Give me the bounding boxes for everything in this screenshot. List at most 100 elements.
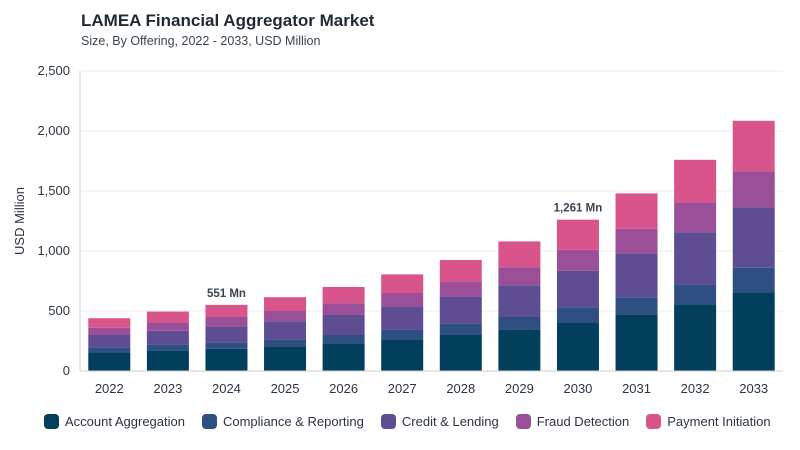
x-tick-label: 2026 [329, 381, 358, 396]
y-tick-label: 0 [63, 363, 70, 378]
bar-segment [674, 304, 717, 371]
bar-segment [205, 348, 248, 371]
bar-segment [381, 293, 424, 307]
bar-segment [146, 330, 189, 345]
x-tick-label: 2023 [153, 381, 182, 396]
bar-segment [732, 120, 775, 172]
bar-segment [615, 253, 658, 298]
bar-segment [732, 292, 775, 371]
chart-title: LAMEA Financial Aggregator Market [81, 11, 375, 30]
bar-segment [88, 347, 131, 353]
legend-label: Compliance & Reporting [222, 414, 364, 429]
bar-segment [264, 321, 307, 340]
legend-item: Credit & Lending [380, 414, 499, 429]
bar-segment [322, 303, 365, 315]
y-tick-label: 500 [48, 303, 70, 318]
bar-segment [381, 306, 424, 330]
total-annotation: 1,261 Mn [554, 203, 603, 215]
bar-segment [498, 241, 541, 268]
x-tick-label: 2031 [622, 381, 651, 396]
x-tick-label: 2033 [739, 381, 768, 396]
bar-segment [732, 207, 775, 268]
legend-item: Payment Initiation [646, 414, 771, 429]
legend-label: Account Aggregation [65, 414, 185, 429]
y-tick-label: 1,500 [37, 183, 70, 198]
bar-segment [615, 297, 658, 315]
bar-segment [556, 270, 599, 308]
bar-segment [674, 232, 717, 285]
bar-segment [556, 322, 599, 371]
bar-segment [439, 260, 482, 282]
bar-segment [615, 228, 658, 254]
bar-segment [381, 339, 424, 371]
bar-segment [146, 322, 189, 331]
bar-segment [146, 350, 189, 371]
bar-segment [498, 285, 541, 317]
bar-segment [205, 304, 248, 317]
x-tick-label: 2028 [446, 381, 475, 396]
bar-segment [264, 297, 307, 311]
bar-segment [205, 342, 248, 349]
bar-segment [322, 314, 365, 335]
bar-segment [88, 353, 131, 371]
x-tick-label: 2029 [505, 381, 534, 396]
bar-segment [674, 159, 717, 203]
bar-segment [322, 287, 365, 304]
bar-segment [439, 281, 482, 297]
bar-segment [88, 335, 131, 348]
bar-segment [615, 314, 658, 371]
legend-item: Fraud Detection [515, 414, 630, 429]
x-tick-label: 2032 [681, 381, 710, 396]
x-tick-label: 2024 [212, 381, 241, 396]
y-tick-label: 2,500 [37, 63, 70, 78]
bar-segment [88, 318, 131, 328]
x-tick-label: 2025 [271, 381, 300, 396]
legend-swatch [201, 414, 217, 429]
chart-legend: Account Aggregation Compliance & Reportin… [44, 414, 788, 429]
y-axis-title: USD Million [12, 187, 27, 255]
legend-item: Compliance & Reporting [201, 414, 364, 429]
bar-segment [674, 202, 717, 233]
legend-item: Account Aggregation [44, 414, 185, 429]
bar-segment [88, 327, 131, 335]
x-tick-label: 2022 [95, 381, 124, 396]
legend-label: Payment Initiation [667, 414, 771, 429]
bar-segment [439, 296, 482, 324]
bar-segment [381, 274, 424, 293]
legend-label: Fraud Detection [536, 414, 630, 429]
bar-segment [205, 317, 248, 327]
legend-swatch [646, 414, 662, 429]
bar-segment [322, 343, 365, 371]
bar-segment [146, 344, 189, 351]
total-annotation: 551 Mn [207, 288, 246, 300]
bar-segment [205, 326, 248, 343]
bar-segment [264, 339, 307, 347]
bar-segment [556, 307, 599, 323]
legend-swatch [44, 414, 59, 429]
bar-segment [498, 317, 541, 330]
bar-segment [146, 311, 189, 323]
bar-segment [439, 335, 482, 371]
bar-segment [498, 267, 541, 286]
bar-segment [498, 329, 541, 371]
legend-swatch [380, 414, 396, 429]
bar-segment [556, 219, 599, 250]
bar-segment [674, 284, 717, 305]
bar-segment [732, 267, 775, 293]
bar-segment [264, 346, 307, 371]
bar-segment [439, 323, 482, 335]
y-tick-label: 1,000 [37, 243, 70, 258]
stacked-bar-chart: 0 500 1,000 1,500 2,000 2,500 USD Million 2022 2… [12, 63, 783, 396]
bar-segment [556, 249, 599, 271]
x-tick-label: 2027 [388, 381, 417, 396]
legend-label: Credit & Lending [401, 414, 499, 429]
x-tick-label: 2030 [563, 381, 592, 396]
bar-segment [322, 335, 365, 344]
legend-swatch [515, 414, 531, 429]
y-tick-label: 2,000 [37, 123, 70, 138]
bar-segment [615, 193, 658, 229]
chart-subtitle: Size, By Offering, 2022 - 2033, USD Mill… [81, 34, 321, 48]
bar-segment [264, 311, 307, 322]
bar-segment [381, 329, 424, 340]
bar-segment [732, 171, 775, 208]
